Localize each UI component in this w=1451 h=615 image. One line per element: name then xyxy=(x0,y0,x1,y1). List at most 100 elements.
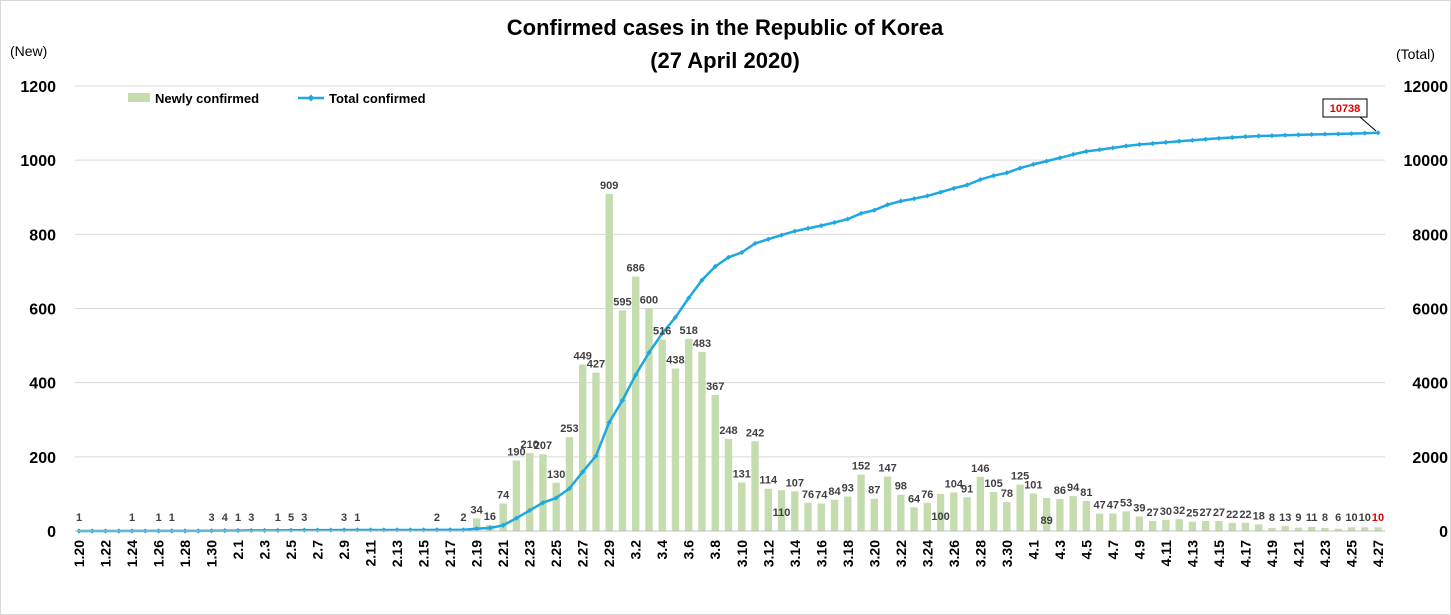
bar-newly-confirmed xyxy=(1109,513,1117,531)
bar-value-label: 76 xyxy=(802,489,814,501)
point-total-confirmed xyxy=(566,485,573,492)
bar-value-label: 16 xyxy=(484,511,496,523)
legend-marker-total-confirmed xyxy=(307,94,315,102)
bar-value-label: 3 xyxy=(208,512,214,524)
bar-newly-confirmed xyxy=(844,496,852,531)
bar-newly-confirmed xyxy=(1361,527,1369,531)
point-total-confirmed xyxy=(1203,136,1209,142)
bar-newly-confirmed xyxy=(923,502,932,531)
point-total-confirmed xyxy=(1282,132,1288,138)
bar-value-label: 101 xyxy=(1024,480,1042,492)
bar-newly-confirmed xyxy=(817,503,825,531)
y-right-tick-label: 12000 xyxy=(1404,79,1449,96)
bar-value-label: 5 xyxy=(288,512,294,524)
bar-newly-confirmed xyxy=(525,453,534,531)
x-tick-label: 4.23 xyxy=(1317,540,1333,567)
bar-newly-confirmed xyxy=(552,482,560,531)
bar-newly-confirmed xyxy=(1135,516,1144,531)
bar-value-label: 84 xyxy=(828,486,841,498)
x-tick-label: 1.20 xyxy=(71,540,87,567)
bar-newly-confirmed xyxy=(1202,520,1210,531)
x-tick-label: 4.9 xyxy=(1131,540,1147,560)
x-tick-label: 3.16 xyxy=(813,540,829,567)
bar-newly-confirmed xyxy=(870,498,878,531)
point-total-confirmed xyxy=(686,295,692,301)
bar-value-label: 207 xyxy=(534,440,552,452)
x-tick-label: 4.11 xyxy=(1158,540,1174,567)
bar-value-label: 1 xyxy=(169,512,175,524)
bar-value-label: 47 xyxy=(1094,500,1106,512)
bar-value-label: 146 xyxy=(971,463,989,475)
bar-newly-confirmed xyxy=(1268,528,1276,531)
x-tick-label: 4.13 xyxy=(1184,540,1200,567)
bar-value-label: 8 xyxy=(1322,512,1328,524)
point-total-confirmed xyxy=(487,525,493,531)
point-total-confirmed xyxy=(1057,155,1063,161)
point-total-confirmed xyxy=(752,240,758,247)
bar-value-label: 449 xyxy=(574,350,592,362)
bar-newly-confirmed xyxy=(658,339,666,531)
bar-value-label: 518 xyxy=(680,325,698,337)
point-total-confirmed xyxy=(659,330,665,337)
x-tick-label: 1.24 xyxy=(124,540,140,567)
x-tick-label: 3.20 xyxy=(866,540,882,567)
x-tick-label: 2.1 xyxy=(230,540,246,560)
bar-newly-confirmed xyxy=(1347,527,1356,531)
point-total-confirmed xyxy=(1256,133,1262,139)
point-total-confirmed xyxy=(725,254,732,260)
bar-value-label: 1 xyxy=(129,512,135,524)
grid-layer xyxy=(75,85,1385,458)
bar-value-label: 89 xyxy=(1040,515,1052,527)
point-total-confirmed xyxy=(288,527,294,533)
point-total-confirmed xyxy=(1083,148,1089,155)
bar-newly-confirmed xyxy=(1188,521,1197,531)
x-tick-label: 4.27 xyxy=(1370,540,1386,567)
legend-label-newly-confirmed: Newly confirmed xyxy=(155,91,259,106)
bar-value-label: 10 xyxy=(1359,512,1371,524)
point-total-confirmed xyxy=(672,314,679,320)
bar-newly-confirmed xyxy=(1069,496,1077,531)
x-tick-label: 2.9 xyxy=(336,540,352,560)
point-total-confirmed xyxy=(381,527,387,533)
bar-value-label: 686 xyxy=(627,263,645,275)
point-total-confirmed xyxy=(1150,140,1156,147)
bar-newly-confirmed xyxy=(1374,527,1382,531)
bar-value-label: 11 xyxy=(1306,512,1318,524)
point-total-confirmed xyxy=(818,223,824,229)
x-tick-label: 3.6 xyxy=(681,540,697,560)
point-total-confirmed xyxy=(248,527,254,534)
bar-value-label: 27 xyxy=(1213,507,1225,519)
bar-value-label: 152 xyxy=(852,461,870,473)
bar-newly-confirmed xyxy=(592,372,600,531)
y-right-tick-label: 2000 xyxy=(1412,450,1448,467)
point-total-confirmed xyxy=(460,527,466,533)
y-left-tick-label: 800 xyxy=(29,227,56,244)
bar-newly-confirmed xyxy=(1042,497,1051,531)
point-total-confirmed xyxy=(699,277,705,283)
point-total-confirmed xyxy=(1163,139,1169,146)
point-total-confirmed xyxy=(593,453,599,459)
y-right-tick-label: 10000 xyxy=(1404,153,1449,170)
bar-value-label: 147 xyxy=(878,462,896,474)
point-total-confirmed xyxy=(792,228,798,234)
bar-value-label: 1 xyxy=(354,512,360,524)
bar-value-label: 242 xyxy=(746,427,764,439)
legend: Newly confirmed Total confirmed xyxy=(128,91,426,106)
y-right-tick-label: 4000 xyxy=(1412,376,1448,393)
bar-value-label: 87 xyxy=(868,485,880,497)
bar-value-label: 1 xyxy=(155,512,161,524)
x-tick-label: 4.15 xyxy=(1211,540,1227,567)
legend-swatch-newly-confirmed xyxy=(128,93,150,102)
y-left-tick-label: 600 xyxy=(29,302,56,319)
bar-value-label: 27 xyxy=(1147,507,1159,519)
bar-newly-confirmed xyxy=(989,492,998,531)
y-left-tick-label: 400 xyxy=(29,376,56,393)
point-total-confirmed xyxy=(964,182,970,188)
bar-value-label: 248 xyxy=(719,425,737,437)
bar-newly-confirmed xyxy=(791,491,799,531)
x-tick-label: 2.27 xyxy=(575,540,591,567)
bar-value-label: 2 xyxy=(460,512,466,524)
bar-newly-confirmed xyxy=(936,493,945,531)
point-total-confirmed xyxy=(447,527,453,533)
